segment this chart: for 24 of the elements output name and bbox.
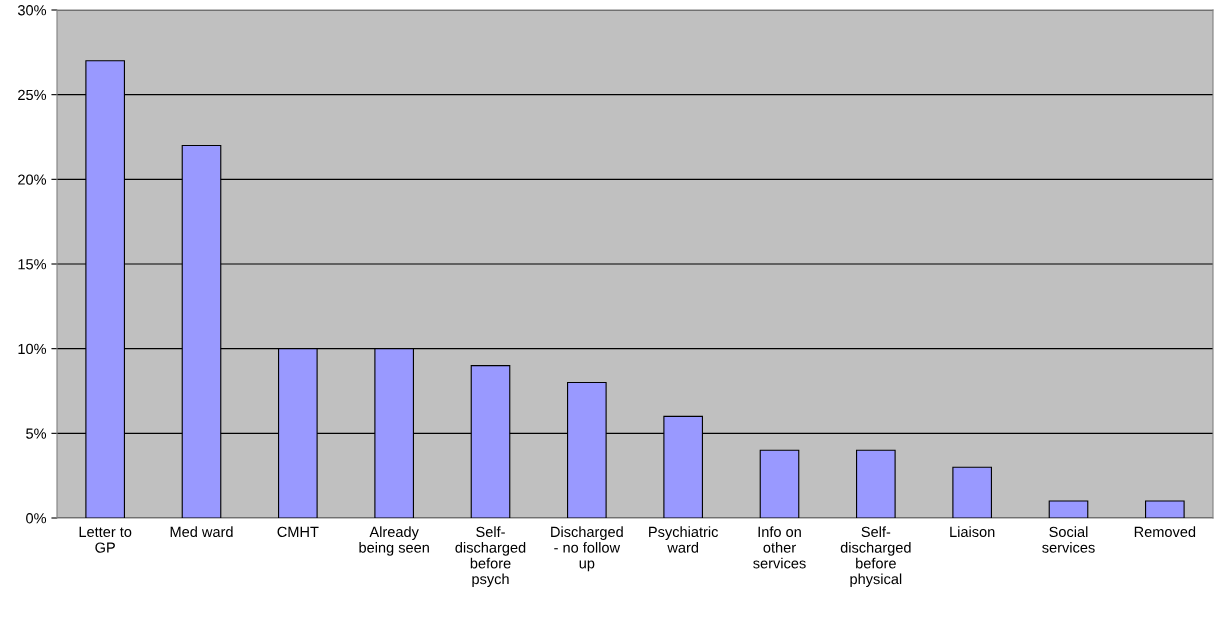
x-tick-label: Already being seen <box>359 526 429 556</box>
bar <box>952 466 992 518</box>
y-tick-label: 20% <box>18 174 47 185</box>
bar <box>1048 500 1089 518</box>
bar <box>856 449 896 518</box>
bar <box>1145 500 1185 518</box>
x-tick-label: Liaison <box>950 526 995 538</box>
x-tick-label: Letter to GP <box>79 526 132 553</box>
y-tick-label: 5% <box>26 428 47 439</box>
y-tick-label: 25% <box>18 89 47 101</box>
x-tick-label: Self- discharged before physical <box>840 526 911 588</box>
y-tick-label: 15% <box>18 259 47 270</box>
y-tick-label: 0% <box>26 513 47 524</box>
y-tick-label: 30% <box>17 5 47 16</box>
x-tick-label: Discharged - no follow up <box>551 526 623 572</box>
x-tick-label: Self- discharged before psych <box>455 526 526 588</box>
y-tick-label: 10% <box>18 343 47 355</box>
x-tick-label: Med ward <box>170 526 233 538</box>
x-tick-label: Psychiatric ward <box>649 526 719 553</box>
x-tick-label: Social services <box>1042 526 1095 553</box>
x-tick-label: Removed <box>1134 526 1196 538</box>
x-tick-label: Info on other services <box>753 526 806 569</box>
bar <box>759 449 800 518</box>
x-tick-label: CMHT <box>277 526 319 538</box>
